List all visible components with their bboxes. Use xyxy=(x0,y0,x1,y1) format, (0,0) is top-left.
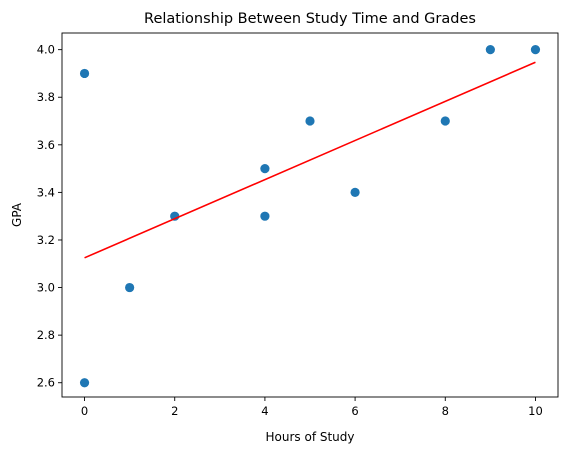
chart-title: Relationship Between Study Time and Grad… xyxy=(144,11,476,27)
plot-area xyxy=(79,45,541,388)
data-point-0 xyxy=(79,68,90,79)
x-tick-label-1: 2 xyxy=(171,404,178,418)
x-tick-label-2: 4 xyxy=(261,404,268,418)
y-tick-label-6: 3.8 xyxy=(37,90,55,104)
axis-ticks: 0 2 4 6 8 10 2.6 2.8 3.0 3.2 3.4 3.6 3.8 4.0 xyxy=(37,43,543,418)
data-point-6 xyxy=(305,116,315,126)
y-tick-label-2: 3.0 xyxy=(37,281,55,295)
x-tick-label-3: 6 xyxy=(351,404,358,418)
axes-frame xyxy=(61,32,559,398)
y-tick-label-3: 3.2 xyxy=(37,233,55,247)
x-axis-label: Hours of Study xyxy=(266,430,355,444)
y-tick-label-5: 3.6 xyxy=(37,138,55,152)
data-point-5 xyxy=(260,211,270,221)
trend-line xyxy=(84,61,536,259)
data-point-7 xyxy=(350,187,360,197)
data-point-4 xyxy=(260,164,270,174)
data-point-8 xyxy=(440,116,450,126)
y-tick-label-0: 2.6 xyxy=(37,376,55,390)
y-tick-label-1: 2.8 xyxy=(37,328,55,342)
y-tick-label-4: 3.4 xyxy=(37,185,55,199)
x-tick-label-0: 0 xyxy=(81,404,88,418)
data-point-10 xyxy=(530,45,541,55)
y-axis-label: GPA xyxy=(10,202,24,227)
data-point-9 xyxy=(485,45,495,55)
x-tick-label-5: 10 xyxy=(528,404,543,418)
y-tick-label-7: 4.0 xyxy=(37,43,55,57)
data-point-2 xyxy=(125,282,135,293)
x-tick-label-4: 8 xyxy=(442,404,449,418)
data-point-1 xyxy=(79,378,90,388)
